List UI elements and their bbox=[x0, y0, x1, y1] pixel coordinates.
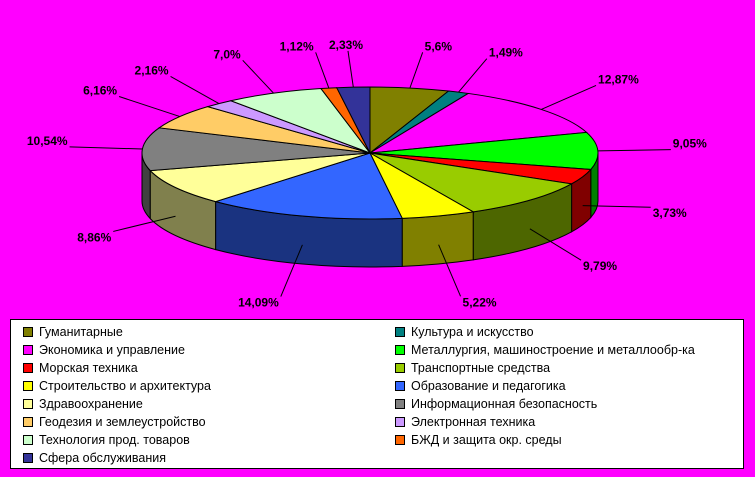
pie-top bbox=[141, 86, 599, 220]
data-label-1: 1,49% bbox=[489, 46, 523, 60]
pie-chart: 5,6% 1,49% 12,87% 9,05% 3,73% 9,79% 5,22% 14,09… bbox=[27, 38, 707, 310]
legend-swatch bbox=[23, 399, 33, 409]
data-label-12: 7,0% bbox=[213, 47, 241, 61]
legend-label: Геодезия и землеустройство bbox=[39, 415, 206, 429]
leader-line-5 bbox=[529, 228, 582, 261]
leader-line-7 bbox=[280, 244, 303, 297]
data-label-10: 6,16% bbox=[83, 84, 117, 98]
data-label-14: 2,33% bbox=[329, 38, 363, 52]
legend-swatch bbox=[395, 417, 405, 427]
data-labels: 5,6% 1,49% 12,87% 9,05% 3,73% 9,79% 5,22% 14,09… bbox=[27, 38, 707, 310]
data-label-3: 9,05% bbox=[673, 137, 707, 151]
legend-item: Электронная техника bbox=[395, 414, 535, 430]
legend-swatch bbox=[395, 345, 405, 355]
legend-label: Сфера обслуживания bbox=[39, 451, 166, 465]
legend-swatch bbox=[23, 345, 33, 355]
legend-label: Экономика и управление bbox=[39, 343, 185, 357]
pie-side-6 bbox=[401, 211, 474, 267]
legend-item: Сфера обслуживания bbox=[23, 450, 166, 466]
pie-slice-3 bbox=[369, 131, 599, 170]
pie-slice-8 bbox=[149, 152, 371, 203]
leader-line-6 bbox=[438, 244, 462, 297]
legend-swatch bbox=[23, 363, 33, 373]
legend-item: Геодезия и землеустройство bbox=[23, 414, 206, 430]
legend-item: Экономика и управление bbox=[23, 342, 185, 358]
legend-label: Технология прод. товаров bbox=[39, 433, 190, 447]
legend-swatch bbox=[395, 435, 405, 445]
data-label-7: 14,09% bbox=[238, 296, 279, 310]
legend-swatch bbox=[23, 381, 33, 391]
leader-line-4 bbox=[582, 205, 651, 208]
leader-line-12 bbox=[242, 59, 274, 94]
legend-item: Информационная безопасность bbox=[395, 396, 597, 412]
legend-label: Здравоохранение bbox=[39, 397, 143, 411]
legend-swatch bbox=[395, 381, 405, 391]
legend-label: Морская техника bbox=[39, 361, 138, 375]
chart-legend: Гуманитарные Культура и искусство Экономик… bbox=[10, 319, 744, 469]
legend-swatch bbox=[23, 417, 33, 427]
legend-label: Образование и педагогика bbox=[411, 379, 566, 393]
legend-item: Культура и искусство bbox=[395, 324, 534, 340]
data-label-0: 5,6% bbox=[425, 39, 453, 53]
leader-line-3 bbox=[597, 149, 671, 152]
legend-item: Гуманитарные bbox=[23, 324, 123, 340]
leader-line-13 bbox=[315, 52, 330, 89]
leader-line-0 bbox=[409, 52, 424, 89]
legend-label: Транспортные средства bbox=[411, 361, 551, 375]
legend-label: Культура и искусство bbox=[411, 325, 534, 339]
leader-line-8 bbox=[113, 215, 176, 232]
data-label-9: 10,54% bbox=[27, 134, 68, 148]
legend-item: Морская техника bbox=[23, 360, 138, 376]
leader-line-9 bbox=[69, 146, 143, 150]
data-label-11: 2,16% bbox=[135, 63, 169, 77]
leader-line-1 bbox=[458, 58, 488, 93]
leader-line-14 bbox=[347, 50, 354, 88]
pie-slice-5 bbox=[369, 152, 574, 213]
data-label-2: 12,87% bbox=[598, 72, 639, 86]
legend-label: БЖД и защита окр. среды bbox=[411, 433, 562, 447]
pie-slice-2 bbox=[369, 92, 588, 154]
legend-swatch bbox=[395, 363, 405, 373]
legend-item: Образование и педагогика bbox=[395, 378, 566, 394]
data-label-8: 8,86% bbox=[77, 230, 111, 244]
legend-item: Здравоохранение bbox=[23, 396, 143, 412]
legend-item: Транспортные средства bbox=[395, 360, 550, 376]
pie-slice-7 bbox=[213, 152, 403, 220]
leader-line-10 bbox=[118, 96, 181, 118]
leader-line-11 bbox=[170, 75, 220, 105]
data-label-5: 9,79% bbox=[583, 259, 617, 273]
legend-label: Информационная безопасность bbox=[411, 397, 598, 411]
legend-swatch bbox=[23, 453, 33, 463]
legend-swatch bbox=[23, 435, 33, 445]
pie-side-walls bbox=[141, 152, 599, 268]
legend-item: Строительство и архитектура bbox=[23, 378, 211, 394]
legend-swatch bbox=[23, 327, 33, 337]
data-label-6: 5,22% bbox=[463, 295, 497, 309]
legend-label: Строительство и архитектура bbox=[39, 379, 211, 393]
legend-label: Металлургия, машиностроение и металлообр… bbox=[411, 343, 695, 357]
legend-item: Технология прод. товаров bbox=[23, 432, 190, 448]
legend-item: БЖД и защита окр. среды bbox=[395, 432, 562, 448]
legend-item: Металлургия, машиностроение и металлообр… bbox=[395, 342, 695, 358]
data-label-4: 3,73% bbox=[653, 206, 687, 220]
pie-slice-14 bbox=[335, 86, 371, 154]
legend-swatch bbox=[395, 327, 405, 337]
leader-line-2 bbox=[541, 85, 597, 110]
legend-label: Электронная техника bbox=[411, 415, 536, 429]
legend-label: Гуманитарные bbox=[39, 325, 123, 339]
data-label-13: 1,12% bbox=[280, 39, 314, 53]
legend-swatch bbox=[395, 399, 405, 409]
